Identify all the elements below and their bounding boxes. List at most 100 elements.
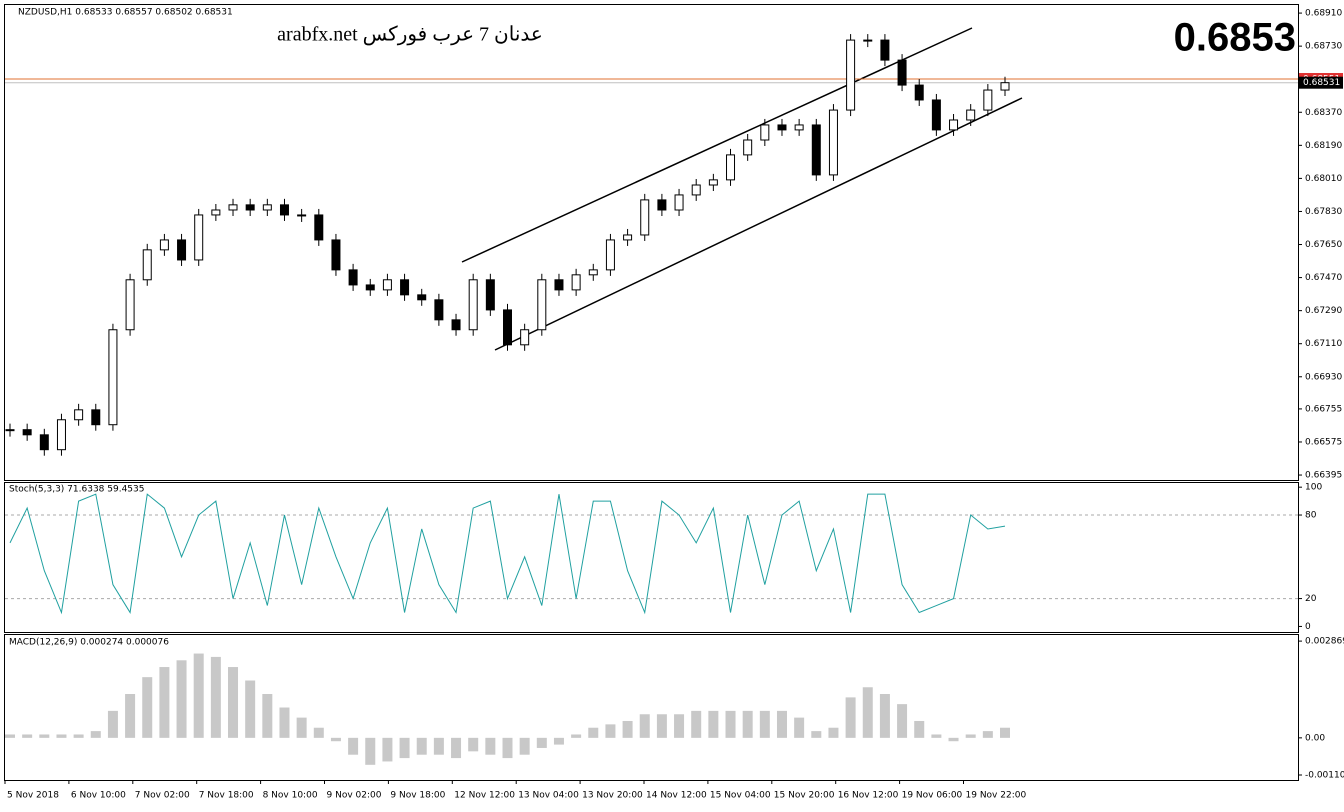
macd-bar bbox=[193, 653, 204, 738]
y-tick-label: 100 bbox=[1305, 483, 1322, 493]
macd-bar bbox=[674, 714, 685, 738]
macd-bar bbox=[982, 731, 993, 738]
time-label: 7 Nov 18:00 bbox=[199, 791, 254, 801]
price-label-box bbox=[1299, 76, 1343, 89]
candle bbox=[623, 234, 633, 241]
macd-bar bbox=[862, 687, 873, 738]
y-tick-label: 0.66395 bbox=[1305, 471, 1342, 481]
candle bbox=[1000, 82, 1010, 91]
macd-bar bbox=[313, 727, 324, 738]
y-tick-label: 0.00 bbox=[1305, 733, 1325, 743]
time-label: 12 Nov 12:00 bbox=[454, 791, 515, 801]
candle bbox=[142, 249, 152, 281]
candle bbox=[485, 279, 495, 311]
candle bbox=[605, 239, 615, 271]
macd-bar bbox=[485, 737, 496, 755]
macd-bar bbox=[759, 710, 770, 738]
macd-bar bbox=[210, 656, 221, 738]
macd-bar bbox=[56, 734, 67, 738]
candle bbox=[897, 59, 907, 86]
candle bbox=[537, 279, 547, 331]
macd-bar bbox=[73, 734, 84, 738]
candle bbox=[863, 39, 873, 42]
candle bbox=[846, 39, 856, 111]
macd-bar bbox=[399, 737, 410, 759]
candle bbox=[56, 419, 66, 451]
stoch-panel bbox=[4, 482, 1299, 633]
macd-bar bbox=[811, 731, 822, 738]
time-label: 14 Nov 12:00 bbox=[646, 791, 707, 801]
candle bbox=[211, 209, 221, 216]
y-tick-label: 20 bbox=[1305, 594, 1317, 604]
macd-bar bbox=[965, 734, 976, 738]
macd-bar bbox=[22, 734, 33, 738]
watermark: arabfx.net عدنان 7 عرب فوركس bbox=[277, 24, 543, 46]
macd-bar bbox=[348, 737, 359, 755]
macd-bar bbox=[691, 710, 702, 738]
candle bbox=[279, 204, 289, 216]
y-tick-label: 0.67110 bbox=[1305, 339, 1342, 349]
macd-bar bbox=[776, 710, 787, 738]
macd-bar bbox=[519, 737, 530, 755]
time-label: 15 Nov 20:00 bbox=[774, 791, 835, 801]
macd-bar bbox=[330, 737, 341, 742]
time-label: 15 Nov 04:00 bbox=[710, 791, 771, 801]
macd-bar bbox=[605, 724, 616, 738]
candle bbox=[228, 204, 238, 211]
price-label: 0.68531 bbox=[1303, 78, 1340, 88]
candle bbox=[108, 329, 118, 426]
candle bbox=[417, 294, 427, 301]
y-tick-label: 0.68190 bbox=[1305, 141, 1342, 151]
macd-bar bbox=[845, 697, 856, 738]
candle bbox=[743, 139, 753, 156]
macd-bar bbox=[433, 737, 444, 755]
macd-bar bbox=[588, 727, 599, 738]
candle bbox=[400, 279, 410, 296]
y-tick-label: 80 bbox=[1305, 511, 1317, 521]
y-tick-label: 0 bbox=[1305, 622, 1311, 632]
time-label: 13 Nov 20:00 bbox=[582, 791, 643, 801]
macd-bar bbox=[365, 737, 376, 765]
channel-upper bbox=[461, 27, 973, 263]
macd-bar bbox=[656, 714, 667, 738]
macd-bar bbox=[1000, 727, 1010, 738]
macd-bar bbox=[468, 737, 479, 752]
macd-bar bbox=[536, 737, 547, 748]
candle bbox=[931, 99, 941, 131]
y-tick-label: 0.66930 bbox=[1305, 372, 1342, 382]
macd-bar bbox=[502, 737, 513, 759]
candle bbox=[588, 269, 598, 276]
candle bbox=[554, 279, 564, 291]
candle bbox=[348, 269, 358, 286]
y-tick-label: 0.67290 bbox=[1305, 306, 1342, 316]
y-tick-label: 0.67830 bbox=[1305, 207, 1342, 217]
y-tick-label: 0.68370 bbox=[1305, 108, 1342, 118]
candle bbox=[468, 279, 478, 331]
macd-bar bbox=[5, 734, 15, 738]
candle bbox=[434, 299, 444, 321]
time-label: 8 Nov 10:00 bbox=[263, 791, 318, 801]
macd-bar bbox=[639, 714, 650, 738]
candle bbox=[914, 84, 924, 101]
main-panel bbox=[4, 4, 1299, 481]
candle bbox=[691, 184, 701, 196]
macd-bar bbox=[159, 667, 170, 738]
y-tick-label: 0.68730 bbox=[1305, 42, 1342, 52]
macd-bar bbox=[553, 737, 564, 745]
macd-bar bbox=[90, 731, 101, 738]
macd-bar bbox=[416, 737, 427, 755]
candle bbox=[708, 179, 718, 186]
macd-bar bbox=[725, 710, 736, 738]
macd-bar bbox=[279, 707, 290, 738]
candle bbox=[983, 89, 993, 111]
candle bbox=[571, 274, 581, 291]
candle bbox=[966, 109, 976, 121]
macd-bar bbox=[948, 737, 959, 742]
candle bbox=[22, 429, 32, 436]
time-label: 9 Nov 02:00 bbox=[327, 791, 382, 801]
y-tick-label: 0.002869 bbox=[1305, 637, 1344, 647]
candle bbox=[382, 279, 392, 291]
time-label: 7 Nov 02:00 bbox=[135, 791, 190, 801]
macd-bar bbox=[897, 704, 908, 738]
candle bbox=[262, 204, 272, 211]
